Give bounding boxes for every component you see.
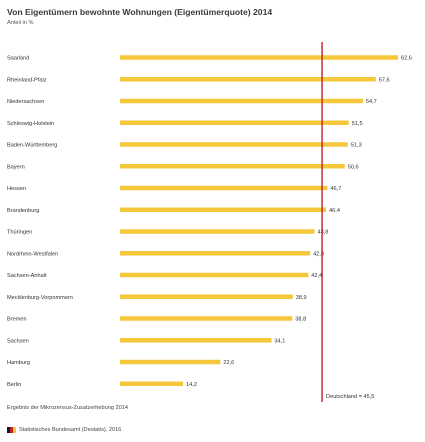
category-label: Rheinland-Pfalz xyxy=(7,77,47,83)
unit-label: Anteil in % xyxy=(7,20,34,26)
category-label: Schleswig-Holstein xyxy=(7,121,54,127)
value-label: 38,8 xyxy=(295,317,306,323)
bar xyxy=(120,338,272,343)
bar xyxy=(120,381,184,386)
value-label: 42,4 xyxy=(311,273,322,279)
value-label: 38,9 xyxy=(296,295,307,301)
footnote: Ergebnis der Mikrozensus-Zusatzerhebung … xyxy=(7,405,128,411)
bar xyxy=(120,359,221,365)
source-text: Statistisches Bundesamt (Destatis), 2016 xyxy=(19,427,122,433)
bar xyxy=(120,316,293,321)
bar xyxy=(120,55,398,60)
bar xyxy=(120,77,376,82)
value-label: 57,6 xyxy=(379,77,390,83)
bar xyxy=(120,207,327,212)
bar xyxy=(120,142,348,147)
destatis-logo-icon xyxy=(7,427,16,433)
value-label: 34,1 xyxy=(274,338,285,344)
chart-title: Von Eigentümern bewohnte Wohnungen (Eige… xyxy=(7,7,273,17)
category-label: Sachsen xyxy=(7,338,29,344)
category-label: Saarland xyxy=(7,56,29,62)
category-label: Sachsen-Anhalt xyxy=(7,273,47,279)
category-label: Baden-Württemberg xyxy=(7,143,57,149)
bar xyxy=(120,294,293,299)
value-label: 46,7 xyxy=(330,186,341,192)
category-label: Berlin xyxy=(7,382,21,388)
value-label: 22,6 xyxy=(223,360,234,366)
value-label: 54,7 xyxy=(366,99,377,105)
category-label: Brandenburg xyxy=(7,208,39,214)
category-label: Niedersachsen xyxy=(7,99,44,105)
bar xyxy=(120,98,363,104)
category-label: Mecklenburg-Vorpommern xyxy=(7,295,73,301)
value-label: 62,6 xyxy=(401,56,412,62)
value-label: 50,6 xyxy=(348,164,359,170)
bar xyxy=(120,272,309,278)
bar xyxy=(120,229,315,234)
bar xyxy=(120,251,311,256)
value-label: 46,4 xyxy=(329,208,340,214)
category-label: Nordrhein-Westfalen xyxy=(7,251,58,257)
value-label: 14,2 xyxy=(186,382,197,388)
bar xyxy=(120,120,349,125)
bar xyxy=(120,164,345,169)
source-line: Statistisches Bundesamt (Destatis), 2016 xyxy=(7,427,121,433)
value-label: 42,8 xyxy=(313,251,324,257)
category-label: Hamburg xyxy=(7,360,30,366)
category-label: Hessen xyxy=(7,186,26,192)
value-label: 51,5 xyxy=(352,121,363,127)
category-label: Bremen xyxy=(7,317,27,323)
value-label: 51,3 xyxy=(351,143,362,149)
category-label: Thüringen xyxy=(7,230,32,236)
value-label: 43,8 xyxy=(318,230,329,236)
category-label: Bayern xyxy=(7,164,25,170)
reference-label: Deutschland = 45,5 xyxy=(326,394,374,400)
bar xyxy=(120,185,328,191)
